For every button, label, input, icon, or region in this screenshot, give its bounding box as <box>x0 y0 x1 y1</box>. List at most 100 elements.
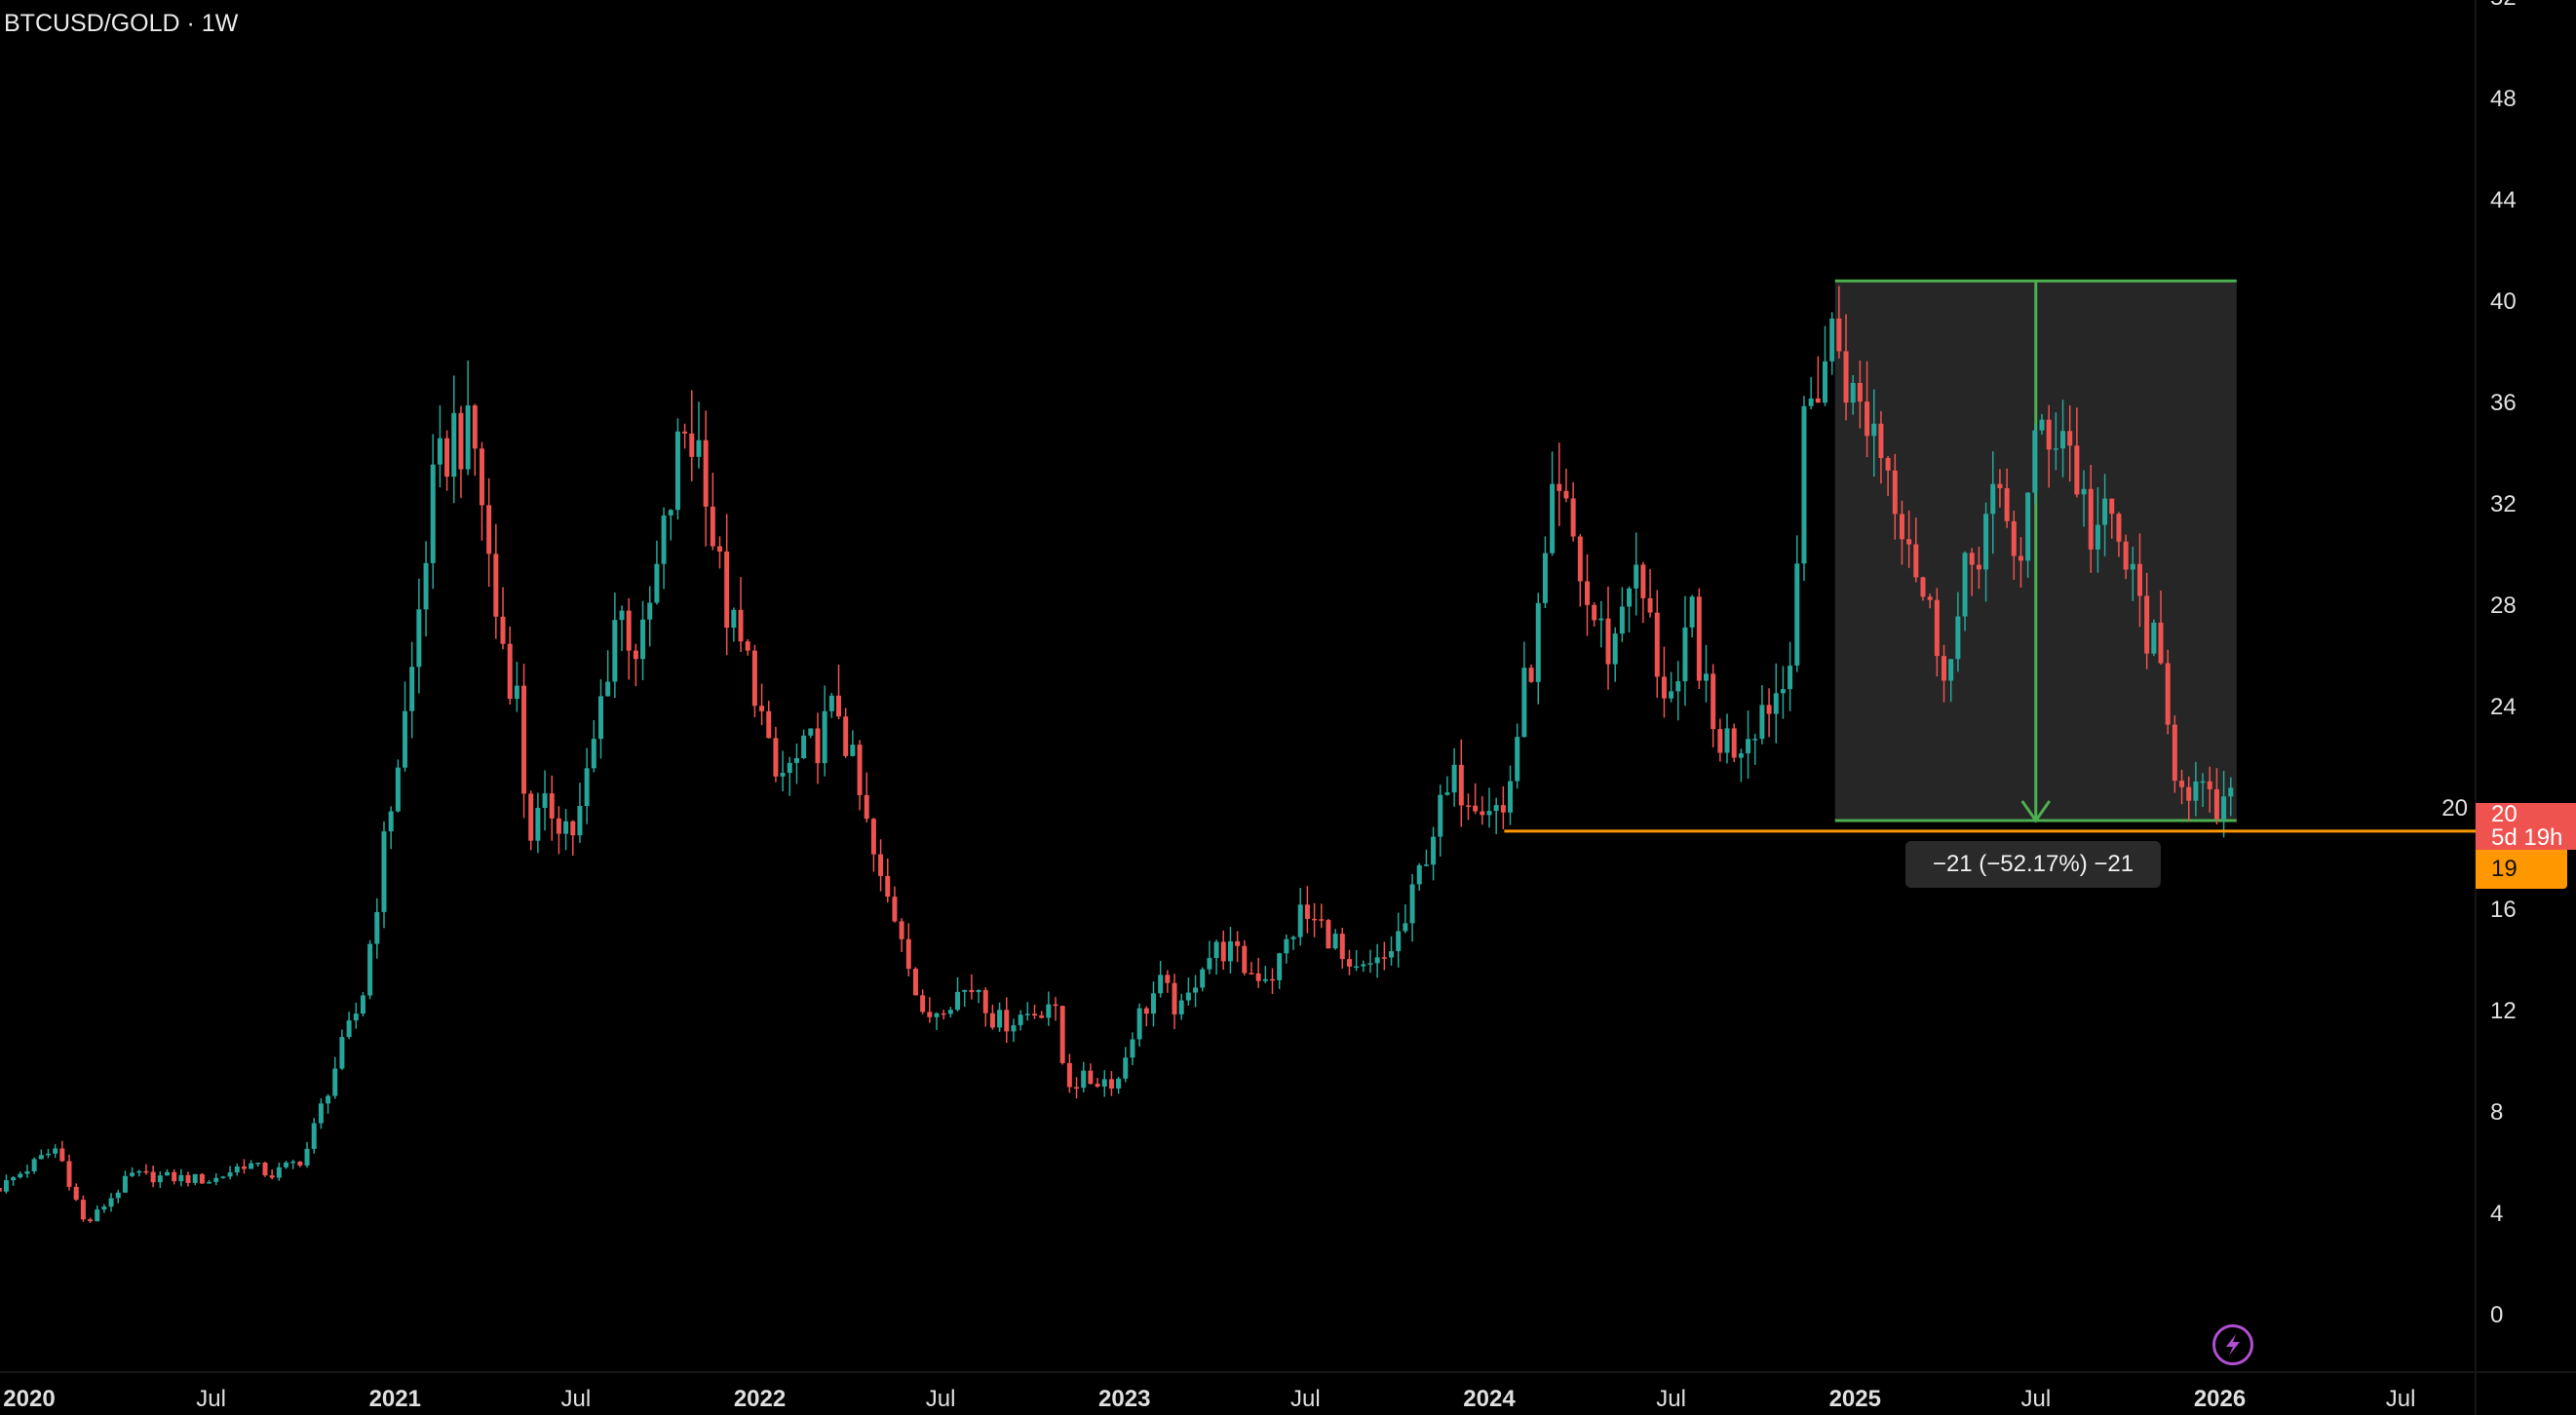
candle-up <box>1493 805 1499 812</box>
candle-down <box>1095 1084 1100 1087</box>
candle-up <box>1773 693 1779 714</box>
candle-down <box>1235 940 1241 946</box>
candle-up <box>1213 941 1219 959</box>
candle-up <box>1185 992 1191 1001</box>
candle-up <box>1396 931 1402 952</box>
candle-up <box>801 735 807 758</box>
candle-up <box>1354 966 1360 969</box>
candle-up <box>360 995 365 1014</box>
candle-up <box>1669 691 1674 699</box>
candle-up <box>326 1095 331 1104</box>
time-tick-label: Jul <box>2021 1386 2052 1412</box>
time-tick-label: 2026 <box>2194 1386 2246 1412</box>
candle-up <box>1227 940 1233 962</box>
candle-up <box>1130 1039 1135 1058</box>
candle-down <box>878 854 884 876</box>
candle-down <box>1039 1015 1045 1018</box>
candle-down <box>2123 541 2129 570</box>
candle-up <box>674 431 680 511</box>
candle-up <box>1788 665 1793 690</box>
time-tick-label: Jul <box>1656 1386 1686 1412</box>
candle-up <box>654 563 660 603</box>
time-tick-label: Jul <box>1290 1386 1321 1412</box>
candle-up <box>1158 975 1164 994</box>
candle-down <box>1563 490 1569 499</box>
price-tick-label: 40 <box>2490 288 2517 315</box>
candle-down <box>1304 904 1310 919</box>
candle-down <box>1865 402 1870 437</box>
price-tick-label: 4 <box>2490 1201 2503 1227</box>
candle-up <box>1850 382 1856 403</box>
candle-up <box>395 767 401 812</box>
candle-up <box>451 412 457 478</box>
candle-up <box>605 681 611 697</box>
candle-up <box>1367 963 1373 965</box>
candle-up <box>2081 488 2087 495</box>
lightning-bolt-icon[interactable] <box>2212 1324 2253 1365</box>
candle-down <box>1165 975 1171 983</box>
candle-down <box>941 1013 946 1015</box>
candle-up <box>2221 796 2227 820</box>
candle-down <box>479 448 484 506</box>
candle-up <box>1550 483 1556 554</box>
candle-up <box>668 510 673 516</box>
candle-up <box>1759 705 1765 740</box>
symbol-title[interactable]: BTCUSD/GOLD · 1W <box>4 10 239 37</box>
candle-down <box>1346 959 1352 967</box>
candle-up <box>1150 993 1156 1014</box>
candle-down <box>1480 811 1485 816</box>
candle-down <box>1766 705 1772 714</box>
candle-up <box>409 667 415 711</box>
candle-up <box>1332 934 1338 949</box>
price-axis[interactable]: 5248444036322824201612840 <box>2441 0 2516 1328</box>
candle-down <box>1906 539 1912 545</box>
candle-up <box>304 1148 310 1166</box>
candle-down <box>1878 423 1884 458</box>
candle-up <box>353 1013 359 1021</box>
candle-up <box>1297 904 1303 937</box>
candle-up <box>1011 1025 1017 1032</box>
candle-up <box>647 602 653 620</box>
candle-down <box>2158 622 2164 664</box>
candle-down <box>870 819 876 855</box>
candle-down <box>1500 805 1506 813</box>
candle-up <box>780 773 786 777</box>
candle-down <box>843 716 849 756</box>
candle-up <box>11 1177 17 1181</box>
candle-up <box>332 1068 338 1096</box>
time-axis[interactable]: 2020 Jul 2021 Jul 2022 Jul 2023 Jul 2024 Jul 2025 J… <box>3 1386 2415 1412</box>
candle-up <box>31 1159 37 1171</box>
candle-up <box>584 768 590 807</box>
candle-down <box>899 921 904 939</box>
candle-up <box>318 1103 324 1124</box>
candle-up <box>787 762 792 774</box>
bar-countdown: 5d 19h <box>2491 824 2563 850</box>
candle-up <box>1703 673 1709 681</box>
candle-up <box>1535 602 1541 682</box>
candle-down <box>1640 564 1646 598</box>
candle-up <box>1990 483 1996 515</box>
candle-down <box>633 650 638 660</box>
candle-down <box>1885 457 1891 471</box>
candle-down <box>1857 382 1863 402</box>
candle-down <box>2004 487 2010 521</box>
candle-down <box>1843 351 1849 403</box>
candle-up <box>423 562 429 610</box>
candle-down <box>1892 470 1898 515</box>
last-price-tag: 20 5d 19h <box>2476 803 2576 850</box>
candle-down <box>1592 604 1597 621</box>
candle-up <box>220 1176 226 1178</box>
candle-up <box>1983 514 1989 570</box>
candle-down <box>1942 656 1947 681</box>
candle-up <box>311 1123 317 1149</box>
candle-down <box>1473 805 1479 812</box>
candle-up <box>1871 423 1877 437</box>
candle-down <box>1584 581 1590 605</box>
candle-down <box>2074 445 2080 495</box>
candle-up <box>1794 563 1800 666</box>
candle-down <box>1458 764 1464 806</box>
candle-up <box>514 685 519 700</box>
candle-up <box>1423 864 1429 866</box>
candle-down <box>1696 596 1702 681</box>
